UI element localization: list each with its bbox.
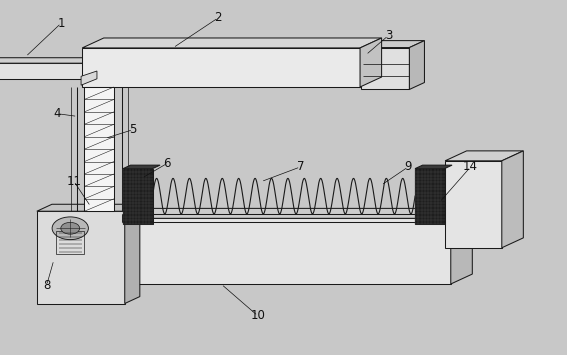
Polygon shape: [82, 38, 382, 48]
Circle shape: [61, 222, 80, 234]
Text: 9: 9: [404, 160, 412, 173]
Polygon shape: [43, 218, 451, 284]
Polygon shape: [361, 48, 409, 89]
Text: 6: 6: [163, 157, 171, 170]
Text: 4: 4: [53, 107, 61, 120]
Circle shape: [52, 217, 88, 240]
Polygon shape: [82, 48, 360, 87]
Polygon shape: [445, 151, 523, 161]
Polygon shape: [81, 71, 97, 85]
Polygon shape: [451, 208, 472, 284]
Text: 8: 8: [43, 279, 50, 292]
Polygon shape: [502, 151, 523, 248]
Text: 2: 2: [214, 11, 222, 24]
Text: 3: 3: [384, 29, 392, 42]
Polygon shape: [415, 165, 452, 169]
Text: 10: 10: [251, 310, 265, 322]
Polygon shape: [123, 169, 153, 224]
Polygon shape: [123, 165, 160, 169]
Polygon shape: [415, 169, 445, 224]
Polygon shape: [37, 204, 140, 211]
Polygon shape: [43, 208, 472, 218]
Polygon shape: [0, 58, 100, 63]
Polygon shape: [84, 87, 114, 211]
Polygon shape: [37, 211, 125, 304]
Polygon shape: [361, 40, 425, 48]
Text: 5: 5: [129, 123, 137, 136]
Polygon shape: [0, 63, 88, 79]
Text: 14: 14: [463, 160, 478, 173]
Text: 1: 1: [57, 17, 65, 29]
Text: 11: 11: [66, 175, 81, 187]
Polygon shape: [360, 38, 382, 87]
Polygon shape: [409, 40, 425, 89]
Text: 7: 7: [297, 160, 304, 173]
Polygon shape: [125, 204, 140, 304]
Polygon shape: [445, 161, 502, 248]
